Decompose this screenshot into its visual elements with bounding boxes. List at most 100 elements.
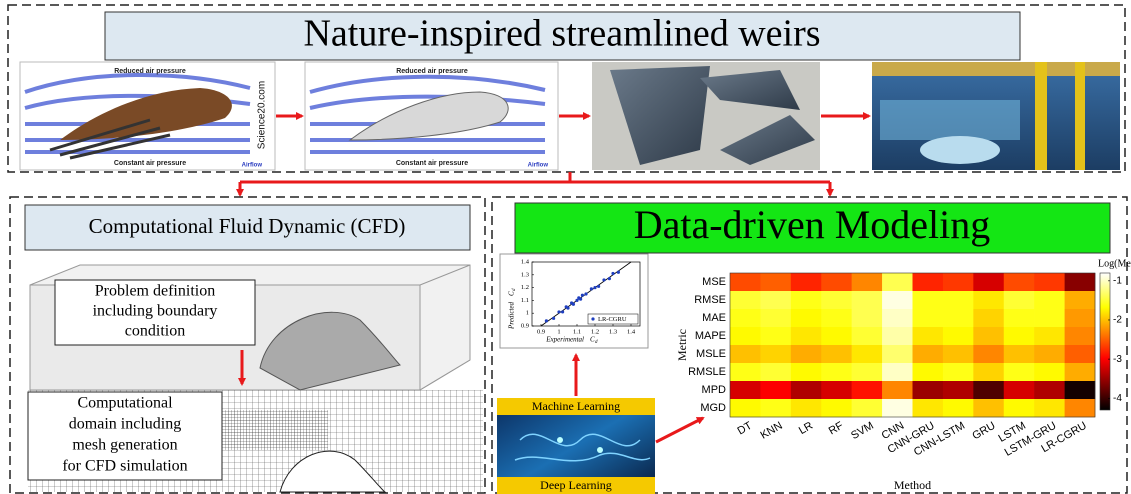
heatmap-cell (912, 291, 944, 310)
section-title: Computational Fluid Dynamic (CFD) (89, 214, 406, 238)
heatmap-cell (912, 273, 944, 292)
image-label: Constant air pressure (114, 160, 186, 167)
heatmap-cell (942, 399, 974, 418)
heatmap-cell (882, 291, 913, 310)
heatmap-cell (1003, 309, 1035, 328)
weir-models-photo (592, 62, 820, 170)
heatmap-cell (851, 327, 883, 346)
ml-label: Deep Learning (540, 478, 612, 492)
heatmap-cell (942, 273, 974, 292)
cfd-domain (29, 264, 471, 391)
x-tick-label: 1.4 (627, 328, 636, 335)
colorbar-tick-label: -1 (1113, 275, 1122, 286)
heatmap-cell (1003, 381, 1035, 400)
step-text: Problem definition including boundary co… (93, 283, 218, 340)
heatmap-cell (942, 381, 974, 400)
axis-label-symbol: C (590, 336, 595, 344)
heatmap-cell (1003, 363, 1035, 382)
heatmap-cell (973, 309, 1005, 328)
heatmap-cell (790, 399, 822, 418)
heatmap-cell (1034, 381, 1065, 400)
step-line: Problem definition (95, 283, 215, 300)
title-box (514, 202, 1111, 254)
colorbar-tick-label: -2 (1113, 315, 1122, 326)
heatmap-cell (942, 291, 974, 310)
colorbar (1099, 272, 1111, 411)
heatmap-cell (882, 363, 913, 382)
watermark: Science20.com (257, 81, 268, 149)
axis-title: Metric (675, 329, 689, 361)
heatmap-cell (1034, 291, 1065, 310)
title-box (24, 204, 471, 251)
data-point (593, 286, 597, 290)
heatmap-cell (882, 309, 913, 328)
flow-arrow (655, 416, 705, 444)
heatmap-cell (882, 327, 913, 346)
heatmap-cell (1034, 399, 1065, 418)
heatmap-cell (790, 363, 822, 382)
heatmap-cell (821, 345, 852, 364)
step-line: Computational (77, 395, 173, 412)
row-label: MAE (702, 312, 726, 324)
heatmap-cell (973, 273, 1005, 292)
heatmap-cell (760, 273, 792, 292)
ml-label: Machine Learning (532, 399, 620, 413)
heatmap-cell (821, 363, 852, 382)
heatmap-cell (1003, 273, 1035, 292)
heatmap-cell (973, 363, 1005, 382)
heatmap-cell (760, 399, 792, 418)
ml-image: Machine Learning Deep Learning (497, 398, 655, 494)
heatmap-cell (851, 273, 883, 292)
row-label: MAPE (695, 330, 726, 342)
section-frame (9, 196, 486, 494)
heatmap-cell (1034, 363, 1065, 382)
image-label: Reduced air pressure (114, 68, 186, 75)
colorbar-title: Log(Metric) (1098, 258, 1131, 269)
heatmap-cell (730, 291, 761, 310)
heatmap-cell (912, 363, 944, 382)
heatmap-cell (760, 381, 792, 400)
heatmap-cell (790, 345, 822, 364)
heatmap-cell (730, 345, 761, 364)
heatmap-cell (821, 381, 852, 400)
x-tick-label: 1 (557, 328, 560, 335)
heatmap-cell (1064, 363, 1096, 382)
heatmap-cell (1003, 291, 1035, 310)
heatmap-cell (973, 381, 1005, 400)
step-line: including boundary (93, 303, 218, 320)
heatmap-cell (730, 273, 761, 292)
data-point (566, 306, 570, 310)
heatmap-cell (912, 309, 944, 328)
heatmap-cell (1064, 327, 1096, 346)
heatmap-cell (1064, 381, 1096, 400)
data-point (584, 292, 588, 296)
heatmap-cell (821, 327, 852, 346)
legend-label: LR-CGRU (598, 316, 627, 323)
data-point (544, 319, 549, 323)
row-label: MGD (700, 402, 726, 414)
data-point (557, 310, 561, 314)
heatmap-cell (1064, 291, 1096, 310)
y-tick-label: 1 (526, 310, 529, 317)
row-label: MSLE (696, 348, 726, 360)
heatmap-cell (790, 291, 822, 310)
row-label: RMSLE (688, 366, 726, 378)
column-label: RF (827, 420, 846, 438)
heatmap-cell (1003, 399, 1035, 418)
image-label: Constant air pressure (396, 160, 468, 167)
heatmap-cell (1064, 399, 1096, 418)
heatmap-cell (973, 345, 1005, 364)
heatmap-cell (942, 327, 974, 346)
heatmap-cell (973, 291, 1005, 310)
step-line: for CFD simulation (62, 458, 187, 475)
axis-label-symbol: C (508, 291, 516, 296)
heatmap-cell (821, 291, 852, 310)
heatmap-cell (790, 327, 822, 346)
column-label: LR (797, 420, 815, 437)
axis-label-text: Experimental (545, 336, 584, 344)
y-tick-label: 1.1 (521, 297, 529, 304)
heatmap-cell (821, 309, 852, 328)
heatmap-cell (942, 363, 974, 382)
